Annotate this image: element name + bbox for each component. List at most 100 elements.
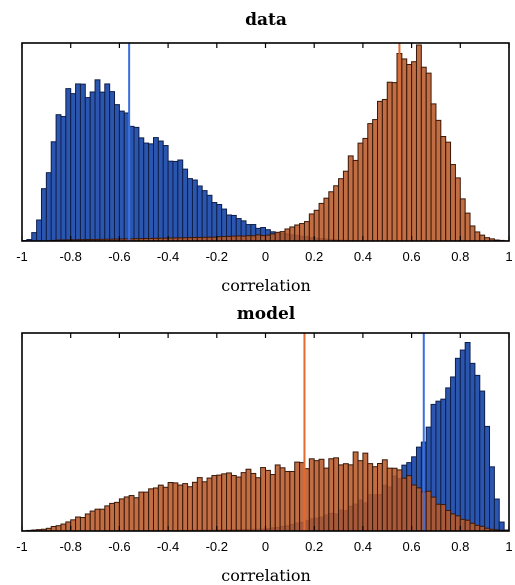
- histogram-bar: [289, 226, 296, 242]
- histogram-bar: [196, 185, 203, 242]
- histogram-bar: [260, 467, 267, 532]
- histogram-bar: [401, 477, 408, 532]
- histogram-bar: [411, 484, 417, 532]
- histogram-bar: [55, 114, 62, 242]
- histogram-bar: [138, 491, 145, 532]
- panel-title: data: [245, 10, 287, 30]
- histogram-bar: [303, 221, 310, 242]
- histogram-bar: [128, 495, 135, 532]
- histogram-bar: [265, 234, 271, 242]
- histogram-bar: [440, 504, 447, 532]
- histogram-bar: [89, 510, 96, 532]
- histogram-bar: [445, 387, 452, 532]
- histogram-bar: [191, 179, 198, 242]
- histogram-bar: [342, 170, 349, 242]
- histogram-bar: [294, 461, 301, 532]
- histogram-bar: [357, 142, 364, 242]
- tick-label: -1: [16, 539, 28, 554]
- histogram-bar: [133, 497, 140, 532]
- tick-label: 0.2: [305, 249, 323, 264]
- histogram-bar: [362, 452, 369, 532]
- panel-title: model: [237, 304, 296, 324]
- histogram-bar: [255, 234, 262, 242]
- tick-label: 0.4: [354, 539, 372, 554]
- histogram-bar: [435, 503, 442, 532]
- histogram-bar: [221, 473, 228, 532]
- histogram-bar: [313, 209, 320, 242]
- histogram-bar: [167, 160, 174, 242]
- histogram-bar: [143, 142, 150, 242]
- histogram-bar: [138, 137, 145, 242]
- histogram-bar: [279, 231, 286, 242]
- histogram-bars: [21, 342, 510, 532]
- histogram-bar: [450, 164, 456, 242]
- histogram-bar: [401, 58, 408, 242]
- histogram-bar: [454, 515, 461, 532]
- histogram-bar: [50, 141, 57, 242]
- histogram-bar: [274, 464, 281, 532]
- histogram-bar: [284, 470, 291, 532]
- histogram-bar: [440, 136, 447, 242]
- histogram-bar: [240, 472, 247, 532]
- histogram-bar: [84, 513, 91, 532]
- histogram-bar: [454, 177, 461, 242]
- mean-lines: [128, 43, 401, 241]
- histogram-bar: [206, 477, 213, 532]
- histogram-bar: [338, 178, 344, 242]
- histogram-bar: [411, 61, 417, 242]
- histogram-bar: [65, 88, 72, 242]
- histogram-bar: [454, 357, 461, 532]
- histogram-bar: [65, 521, 72, 532]
- tick-label: -1: [16, 249, 28, 264]
- histogram-bar: [381, 459, 388, 532]
- histogram-bar: [323, 197, 330, 242]
- histogram-bar: [386, 467, 393, 532]
- histogram-bar: [269, 474, 276, 532]
- histogram-bar: [323, 467, 330, 532]
- histogram-bar: [148, 488, 154, 532]
- histogram-bar: [182, 483, 189, 532]
- x-axis-label: correlation: [221, 566, 311, 585]
- histogram-bar: [459, 198, 466, 242]
- histogram-bar: [114, 104, 120, 242]
- histogram-bar: [211, 202, 218, 242]
- histogram-bar: [201, 481, 208, 532]
- tick-label: -0.2: [206, 249, 228, 264]
- histogram-bar: [118, 110, 125, 242]
- histogram-bar: [381, 98, 388, 242]
- histogram-bar: [328, 191, 335, 242]
- histogram-bar: [177, 484, 184, 532]
- histogram-bar: [342, 463, 349, 532]
- histogram-bar: [347, 464, 354, 532]
- tick-label: 0: [262, 539, 269, 554]
- histogram-bar: [206, 194, 213, 242]
- histogram-bar: [187, 178, 193, 242]
- histogram-bar: [430, 103, 437, 242]
- histogram-bar: [464, 342, 471, 532]
- histogram-bar: [372, 466, 379, 532]
- mean-lines: [303, 333, 425, 531]
- histogram-bar: [45, 172, 52, 242]
- tick-label: -0.6: [108, 539, 130, 554]
- tick-label: 0.2: [305, 539, 323, 554]
- histogram-bar: [415, 487, 422, 532]
- histogram-bar: [367, 123, 374, 242]
- histogram-bar: [157, 484, 164, 532]
- histogram-bar: [94, 508, 101, 532]
- histogram-bar: [70, 93, 77, 242]
- histogram-bar: [474, 231, 481, 242]
- histogram-bar: [104, 505, 111, 532]
- histogram-bar: [459, 349, 466, 532]
- histogram-bar: [89, 91, 96, 242]
- histogram-bar: [99, 508, 106, 532]
- histogram-bar: [352, 451, 359, 532]
- histogram-bar: [474, 374, 481, 532]
- tick-label: -0.4: [157, 539, 179, 554]
- histogram-bar: [265, 469, 271, 532]
- histogram-bar: [40, 188, 47, 242]
- histogram-bar: [143, 491, 150, 532]
- histogram-bar: [430, 496, 437, 532]
- histogram-bar: [172, 160, 179, 242]
- histogram-bar: [182, 168, 189, 242]
- tick-label: 0: [262, 249, 269, 264]
